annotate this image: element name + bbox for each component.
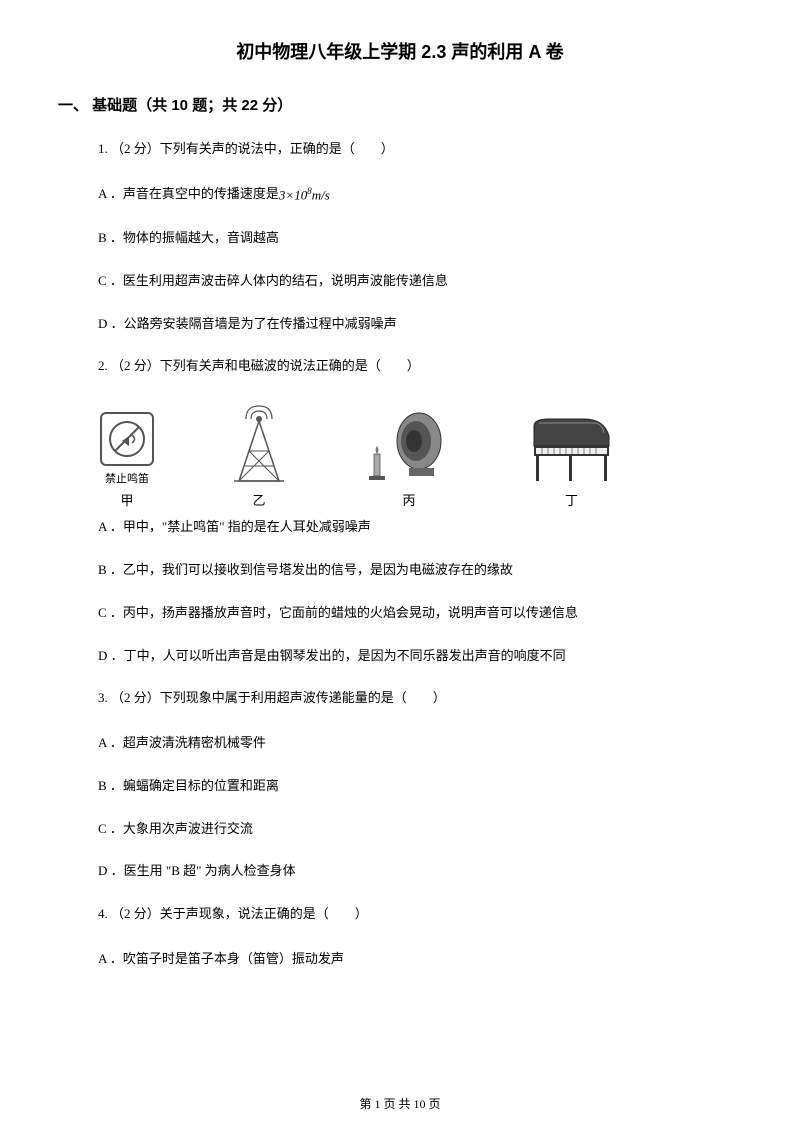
q1-formula-base: 3×10	[279, 187, 307, 202]
sign-caption: 禁止鸣笛	[105, 470, 149, 486]
q2-opt-a: A ．甲中，"禁止鸣笛" 指的是在人耳处减弱噪声	[98, 517, 742, 538]
q2-images-row: 禁止鸣笛 甲 乙	[98, 401, 742, 509]
q2-label-c: 丙	[402, 490, 415, 509]
q1-opt-c: C ．医生利用超声波击碎人体内的结石，说明声波能传递信息	[98, 271, 742, 292]
q1-formula-unit: m/s	[312, 187, 330, 202]
speaker-candle-icon	[364, 406, 454, 486]
piano-box	[524, 411, 619, 486]
q1-opt-b: B ．物体的振幅越大，音调越高	[98, 228, 742, 249]
page-footer: 第 1 页 共 10 页	[0, 1095, 800, 1112]
piano-icon	[524, 411, 619, 486]
speaker-box	[364, 406, 454, 486]
q2-opt-b: B ．乙中，我们可以接收到信号塔发出的信号，是因为电磁波存在的缘故	[98, 560, 742, 581]
q3-opt-c: C ．大象用次声波进行交流	[98, 819, 742, 840]
q2-stem: 2. （2 分）下列有关声和电磁波的说法正确的是（ ）	[98, 356, 742, 377]
tower-box	[224, 401, 294, 486]
q2-img-d: 丁	[524, 411, 619, 509]
q1-stem: 1. （2 分）下列有关声的说法中，正确的是（ ）	[98, 139, 742, 160]
q3-stem: 3. （2 分）下列现象中属于利用超声波传递能量的是（ ）	[98, 688, 742, 709]
q2-label-b: 乙	[252, 490, 265, 509]
q1-opt-a: A ．声音在真空中的传播速度是 3×108m/s	[98, 184, 742, 206]
signal-tower-icon	[224, 401, 294, 486]
q2-label-d: 丁	[565, 490, 578, 509]
q4-opt-a: A ．吹笛子时是笛子本身（笛管）振动发声	[98, 949, 742, 970]
q1-formula: 3×108m/s	[279, 184, 330, 206]
q2-img-b: 乙	[224, 401, 294, 509]
q2-opt-c: C ．丙中，扬声器播放声音时，它面前的蜡烛的火焰会晃动，说明声音可以传递信息	[98, 603, 742, 624]
q1-optA-prefix: A ．声音在真空中的传播速度是	[98, 186, 279, 201]
page-title: 初中物理八年级上学期 2.3 声的利用 A 卷	[58, 38, 742, 64]
q2-opt-d: D ．丁中，人可以听出声音是由钢琴发出的，是因为不同乐器发出声音的响度不同	[98, 646, 742, 667]
q3-opt-d: D ．医生用 "B 超" 为病人检查身体	[98, 861, 742, 882]
q3-opt-a: A ．超声波清洗精密机械零件	[98, 733, 742, 754]
q2-img-a: 禁止鸣笛 甲	[100, 412, 154, 509]
no-horn-sign-box	[100, 412, 154, 466]
q4-stem: 4. （2 分）关于声现象，说法正确的是（ ）	[98, 904, 742, 925]
q2-img-c: 丙	[364, 406, 454, 509]
q2-label-a: 甲	[120, 490, 133, 509]
no-horn-icon	[107, 419, 147, 459]
section-header: 一、 基础题（共 10 题；共 22 分）	[58, 94, 742, 115]
q3-opt-b: B ．蝙蝠确定目标的位置和距离	[98, 776, 742, 797]
q1-opt-d: D ．公路旁安装隔音墙是为了在传播过程中减弱噪声	[98, 314, 742, 335]
